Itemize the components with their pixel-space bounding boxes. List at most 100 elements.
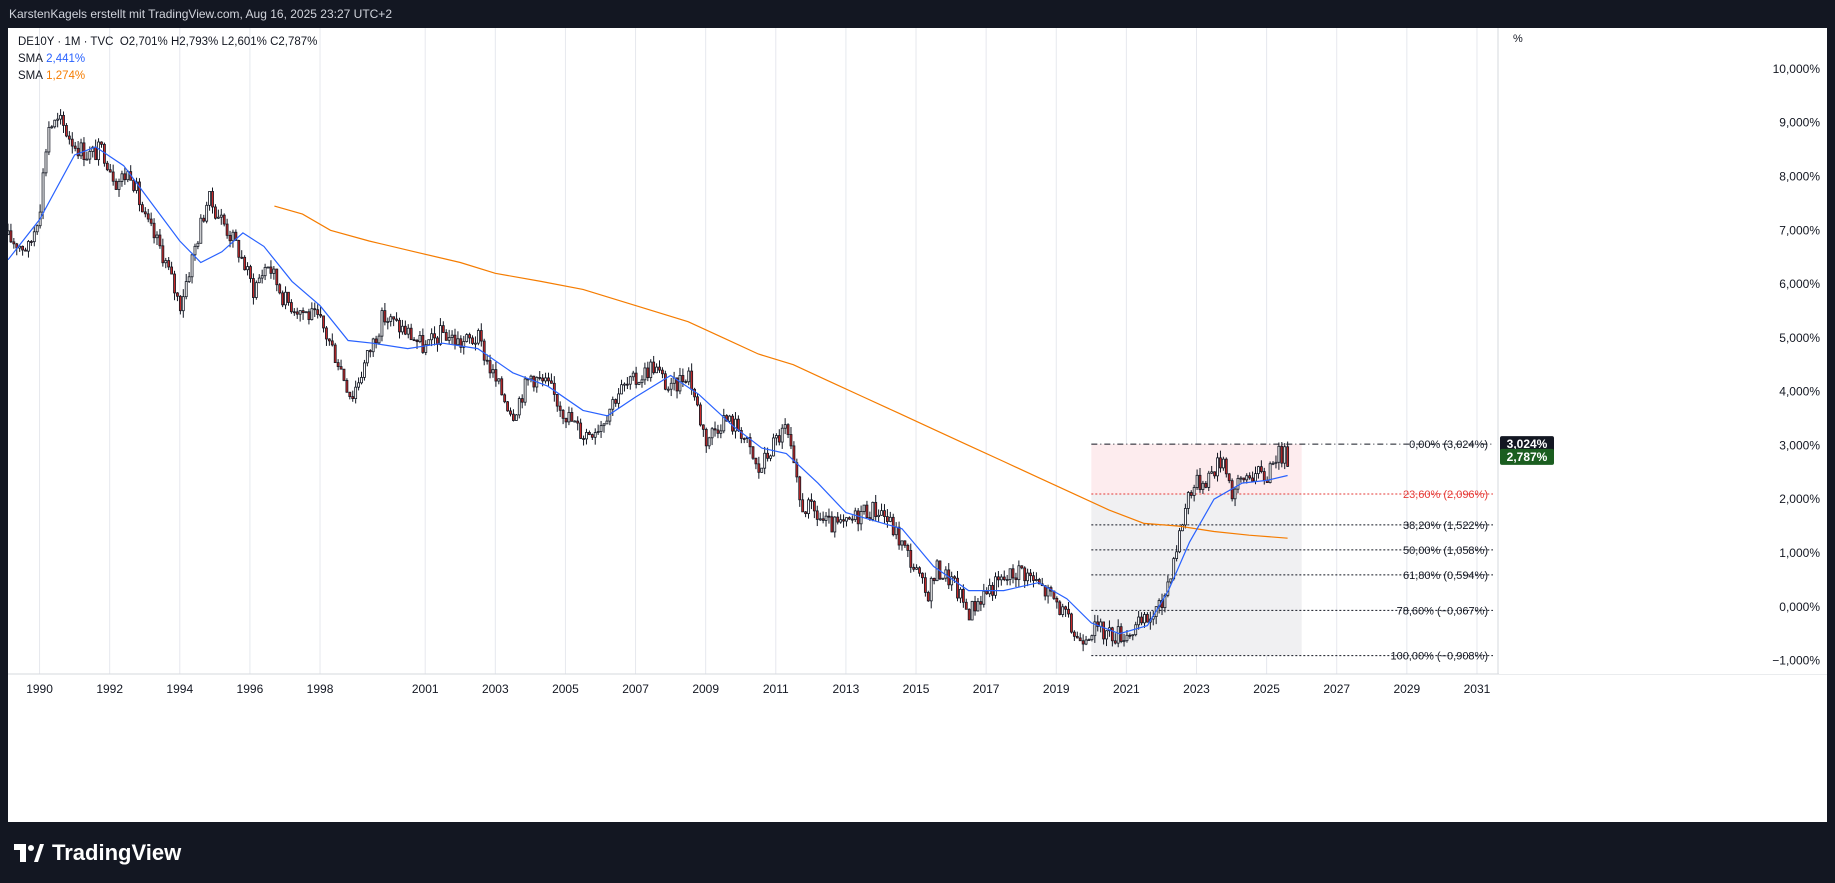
candle-body[interactable] <box>596 431 600 433</box>
candle-body[interactable] <box>8 230 10 235</box>
candle-body[interactable] <box>187 276 191 282</box>
candle-body[interactable] <box>824 515 828 521</box>
candle-body[interactable] <box>658 366 661 371</box>
candle-body[interactable] <box>1087 639 1091 642</box>
candle-body[interactable] <box>1119 626 1123 642</box>
candle-body[interactable] <box>503 394 507 403</box>
candle-body[interactable] <box>114 180 118 190</box>
candle-body[interactable] <box>795 462 799 478</box>
candle-body[interactable] <box>959 588 962 599</box>
candle-body[interactable] <box>1029 572 1032 577</box>
candle-body[interactable] <box>871 501 875 520</box>
candle-body[interactable] <box>906 544 910 551</box>
candle-body[interactable] <box>292 311 296 314</box>
candle-body[interactable] <box>1096 621 1100 627</box>
candle-body[interactable] <box>76 147 80 157</box>
candle-body[interactable] <box>1277 445 1281 463</box>
candle-body[interactable] <box>1072 631 1076 637</box>
candle-body[interactable] <box>1204 482 1208 488</box>
candle-body[interactable] <box>170 266 174 275</box>
candle-body[interactable] <box>1192 487 1196 496</box>
candle-body[interactable] <box>541 377 545 382</box>
candle-body[interactable] <box>354 386 358 400</box>
candle-body[interactable] <box>1017 565 1021 581</box>
candle-body[interactable] <box>398 319 401 333</box>
candle-body[interactable] <box>260 275 264 279</box>
candle-body[interactable] <box>529 375 533 380</box>
fib-high-price-badge[interactable] <box>1500 436 1554 453</box>
candle-body[interactable] <box>1221 458 1225 469</box>
candle-body[interactable] <box>1286 446 1290 467</box>
candle-body[interactable] <box>1067 608 1070 615</box>
candle-body[interactable] <box>140 204 144 213</box>
candle-body[interactable] <box>722 415 726 432</box>
candle-body[interactable] <box>100 141 103 145</box>
candle-body[interactable] <box>1137 616 1141 626</box>
price-chart[interactable]: 0,00% (3,024%) 23,60% (2,096%) 38,20% (1,5… <box>8 28 1827 822</box>
candle-body[interactable] <box>628 376 632 385</box>
candle-body[interactable] <box>976 601 980 612</box>
candle-body[interactable] <box>79 142 83 157</box>
candle-body[interactable] <box>474 342 477 345</box>
candle-body[interactable] <box>307 311 311 321</box>
candle-body[interactable] <box>392 316 396 320</box>
candle-body[interactable] <box>792 445 796 464</box>
candle-body[interactable] <box>1224 458 1228 475</box>
candle-body[interactable] <box>1140 616 1143 624</box>
candle-body[interactable] <box>360 376 363 384</box>
candle-body[interactable] <box>18 245 22 249</box>
candle-body[interactable] <box>748 437 752 448</box>
candle-body[interactable] <box>471 337 474 344</box>
candle-body[interactable] <box>1122 640 1126 643</box>
candle-body[interactable] <box>196 242 200 247</box>
candle-body[interactable] <box>193 245 197 256</box>
candle-body[interactable] <box>254 282 258 298</box>
candle-body[interactable] <box>383 310 387 323</box>
candle-body[interactable] <box>696 396 699 406</box>
candle-body[interactable] <box>687 370 691 383</box>
candle-body[interactable] <box>257 277 261 284</box>
candle-body[interactable] <box>812 500 816 512</box>
candle-body[interactable] <box>1227 473 1231 482</box>
last-price-badge[interactable] <box>1500 448 1554 465</box>
candle-body[interactable] <box>655 366 658 374</box>
candle-body[interactable] <box>961 588 965 603</box>
candle-body[interactable] <box>453 334 457 346</box>
candle-body[interactable] <box>269 266 273 274</box>
candle-body[interactable] <box>1064 606 1068 610</box>
candle-body[interactable] <box>631 372 635 378</box>
candle-body[interactable] <box>289 302 293 313</box>
candle-body[interactable] <box>339 366 343 370</box>
candle-body[interactable] <box>661 369 664 375</box>
sma-fast-line[interactable] <box>8 146 1288 635</box>
candle-body[interactable] <box>888 516 892 522</box>
candle-body[interactable] <box>649 361 653 379</box>
candle-body[interactable] <box>1195 474 1199 488</box>
candle-body[interactable] <box>903 540 907 546</box>
candle-body[interactable] <box>1113 640 1117 644</box>
candle-body[interactable] <box>135 181 138 191</box>
candle-body[interactable] <box>625 383 629 386</box>
candle-body[interactable] <box>53 119 57 128</box>
candle-body[interactable] <box>593 432 597 438</box>
candle-body[interactable] <box>985 590 989 595</box>
candle-body[interactable] <box>798 476 802 501</box>
candle-body[interactable] <box>999 576 1003 581</box>
candle-body[interactable] <box>772 437 775 457</box>
candle-body[interactable] <box>929 577 933 602</box>
candle-body[interactable] <box>88 151 92 160</box>
candle-body[interactable] <box>32 231 36 243</box>
candle-body[interactable] <box>912 566 916 570</box>
candle-body[interactable] <box>9 230 13 243</box>
candle-body[interactable] <box>1055 597 1059 603</box>
candle-body[interactable] <box>401 325 404 333</box>
candle-body[interactable] <box>839 519 843 523</box>
candle-body[interactable] <box>406 327 410 335</box>
candle-body[interactable] <box>1093 621 1097 637</box>
candle-body[interactable] <box>263 267 267 277</box>
candle-body[interactable] <box>333 344 337 364</box>
candle-body[interactable] <box>514 414 518 421</box>
candle-body[interactable] <box>1233 488 1237 500</box>
candle-body[interactable] <box>1262 471 1266 481</box>
candle-body[interactable] <box>167 260 171 268</box>
